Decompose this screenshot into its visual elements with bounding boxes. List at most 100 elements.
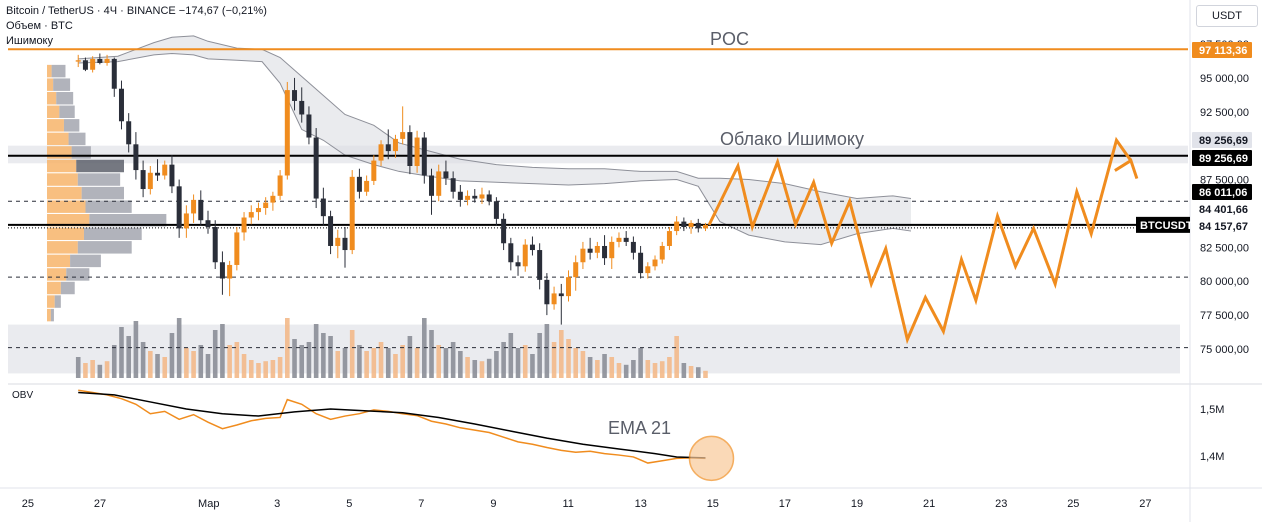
time-tick-label: 11 [563,498,574,510]
volume-bar [321,333,326,378]
candle-body [118,88,124,122]
candle-body [162,164,168,176]
candle-body [450,178,456,192]
candle-body [270,195,276,203]
ichimoku-indicator-label[interactable]: Ишимоку [6,35,53,47]
volume-bar [184,348,189,378]
candle-body [609,241,615,259]
candle-body [284,90,290,176]
volume-bar [580,351,586,378]
volume-bar [458,351,463,378]
volume-profile-buy [47,254,71,268]
volume-bar [400,345,405,378]
volume-bar [631,360,636,378]
volume-bar [645,360,651,378]
candle-body [501,218,507,244]
candle-body [111,58,117,89]
volume-bar [494,351,499,378]
candle-body [277,175,283,196]
candle-body [248,212,254,218]
volume-bar [198,345,204,378]
candle-body [652,259,658,267]
candle-body [681,221,687,227]
candle-body [566,277,571,297]
candle-body [82,60,88,70]
candle-body [659,245,665,260]
time-tick-label: 23 [995,498,1007,510]
ichimoku-span-b [78,52,912,246]
volume-bar [659,361,665,378]
volume-bar [674,336,679,378]
volume-profile-sell [54,295,61,308]
candle-body [537,250,543,280]
price-tick-label: 77 500,00 [1200,310,1249,322]
price-badge [1192,184,1252,200]
volume-bar [313,324,319,378]
price-tick-label: 92 500,00 [1200,107,1249,119]
obv-tick-label: 1,4M [1200,451,1224,463]
volume-bar [126,336,131,378]
volume-bar [465,357,470,378]
candle-body [335,237,341,246]
candle-body [544,279,550,305]
volume-profile-sell [76,159,124,173]
time-tick-label: 21 [923,498,935,510]
price-badge-label: 97 113,36 [1199,45,1247,57]
candle-body [385,144,391,152]
time-tick-label: 27 [94,498,106,510]
price-tick-label: 75 000,00 [1200,344,1249,356]
candle-body [320,198,326,217]
price-badge-label: 84 157,67 [1199,221,1248,233]
obv-highlight-circle [688,435,735,482]
volume-bar [544,324,550,378]
volume-profile-buy [47,200,86,213]
volume-profile-buy [47,186,82,200]
volume-bar [436,345,442,378]
volume-bar [241,354,247,378]
candle-body [522,244,528,267]
volume-profile-buy [47,105,60,119]
candle-body [97,58,103,63]
volume-bar [328,336,333,378]
volume-profile-sell [60,281,75,295]
candle-body [486,194,492,202]
time-tick-label: 25 [1067,498,1079,510]
candle-body [457,191,463,200]
candle-body [328,216,334,246]
volume-bar [638,348,643,378]
candle-body [241,217,247,233]
price-badge [1192,42,1252,58]
candle-body [594,245,600,253]
candle-body [414,137,420,166]
volume-profile-buy [47,119,64,132]
time-tick-label: 17 [779,498,791,510]
candle-body [580,248,586,263]
volume-bar [472,360,478,378]
candle-body [702,224,708,229]
candle-body [421,137,427,176]
ichimoku-span-a [78,35,912,200]
obv-tick-label: 1,5M [1200,404,1224,416]
volume-profile-buy [47,78,54,91]
volume-indicator-label[interactable]: Объем · BTC [6,20,73,32]
projection-path[interactable] [707,136,1133,345]
symbol-line[interactable]: Bitcoin / TetherUS · 4Ч · BINANCE −174,6… [6,5,267,17]
volume-bar [90,360,95,378]
price-tick-label: 80 000,00 [1200,276,1249,288]
currency-unit-button[interactable]: USDT [1196,5,1258,27]
candle-body [695,222,701,229]
volume-bar [566,339,571,378]
symbol-tag-label: BTCUSDT [1140,220,1193,232]
candle-body [133,144,139,171]
candle-body [666,231,672,246]
candle-body [529,244,535,251]
volume-bar [371,348,377,378]
symbol-tag[interactable] [1136,216,1190,233]
volume-profile-buy [47,173,78,186]
candle-body [349,176,355,251]
volume-bar [508,333,514,378]
candle-body [227,264,233,279]
volume-bar [609,357,615,378]
